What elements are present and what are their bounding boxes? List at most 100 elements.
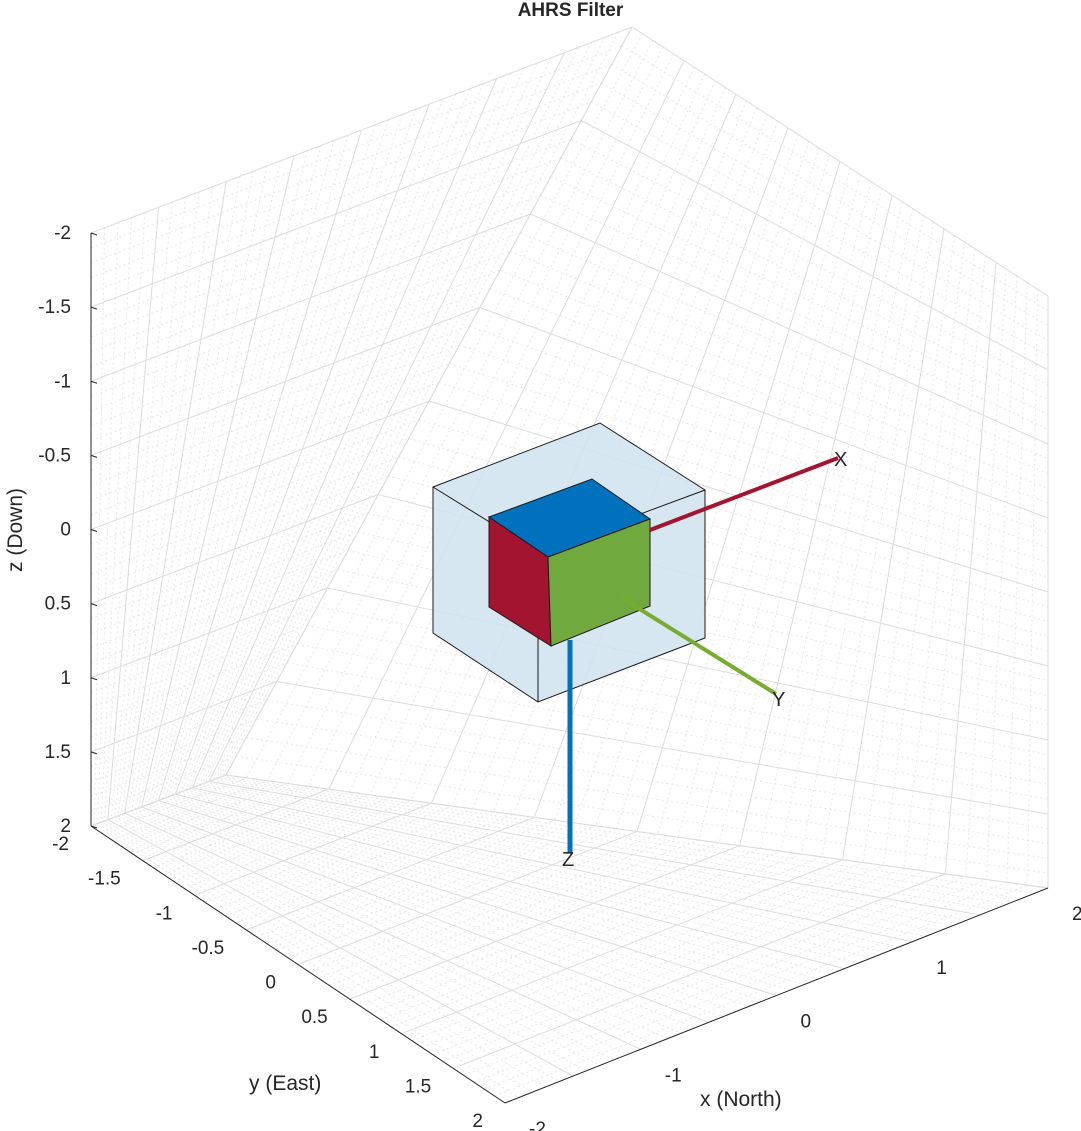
y-vector — [620, 596, 778, 696]
grid-line — [185, 88, 471, 791]
grid-line — [164, 119, 390, 799]
y-tick-label: -1.5 — [88, 869, 121, 890]
grid-line — [90, 82, 602, 278]
grid-line — [209, 780, 981, 916]
grid-line — [520, 232, 1049, 460]
body-vectors: X Y Z — [562, 449, 847, 871]
grid-line — [601, 82, 1049, 341]
grid-line — [182, 791, 872, 959]
grid-line — [540, 194, 1049, 430]
grid-line — [208, 52, 565, 782]
y-tick-label: -0.5 — [192, 938, 225, 959]
grid-line — [192, 787, 913, 943]
grid-line — [191, 78, 498, 788]
z-tick-label: 1 — [60, 668, 71, 689]
grid-line — [266, 40, 654, 781]
grid-line — [442, 870, 925, 1062]
grid-line — [924, 255, 987, 872]
grid-line — [472, 107, 758, 810]
grid-line — [90, 344, 460, 486]
grid-line — [90, 677, 98, 681]
z-tick-label: 0.5 — [45, 594, 71, 615]
grid-line — [965, 269, 1007, 877]
y-tick-label: -1 — [156, 903, 173, 924]
x-vector-label: X — [834, 449, 847, 471]
grid-line — [165, 797, 804, 986]
y-tick-label: 2 — [472, 1111, 483, 1131]
grid-line — [104, 820, 560, 1082]
x-tick-label: 1 — [936, 958, 947, 979]
grid-line — [158, 129, 362, 801]
grid-line — [225, 26, 633, 776]
grid-line — [90, 306, 98, 310]
grid-line — [90, 699, 267, 768]
grid-line — [120, 186, 214, 815]
y-vector-label: Y — [772, 689, 785, 711]
grid-line — [90, 454, 98, 458]
grid-line — [90, 751, 98, 755]
grid-line — [297, 831, 638, 965]
z-tick-label: -0.5 — [38, 445, 71, 466]
grid-line — [453, 873, 946, 1069]
grid-line — [154, 801, 764, 1002]
grid-line — [174, 104, 430, 795]
y-axis-label: y (East) — [249, 1072, 321, 1095]
y-tick-label: 1 — [369, 1042, 380, 1063]
grid-line — [438, 381, 1049, 578]
z-tick-label: 1.5 — [45, 742, 71, 763]
y-tick-label: 0 — [265, 973, 276, 994]
grid-line — [107, 207, 160, 820]
grid-line — [90, 437, 409, 560]
grid-line — [780, 208, 914, 852]
grid-line — [188, 83, 484, 790]
x-tick-label: -2 — [529, 1119, 546, 1131]
grid-line — [171, 109, 417, 796]
chart-title: AHRS Filter — [517, 0, 624, 21]
grid-line — [94, 824, 519, 1099]
grid-line — [985, 275, 1018, 880]
grid-line — [141, 155, 295, 807]
grid-line — [121, 814, 628, 1056]
x-tick-label: -1 — [665, 1065, 682, 1086]
grid-line — [90, 232, 521, 397]
grid-line — [718, 188, 883, 843]
grid-line — [90, 288, 491, 442]
grid-line — [389, 80, 716, 798]
z-tick-label: -2 — [54, 223, 71, 244]
grid-line — [90, 825, 98, 829]
grid-line — [101, 777, 247, 834]
grid-line — [739, 195, 893, 846]
grid-line — [198, 67, 525, 786]
grid-line — [504, 887, 1049, 1104]
grid-line — [110, 202, 173, 819]
x-axis-label: x (North) — [700, 1088, 782, 1111]
grid-line — [307, 53, 675, 787]
grid-line — [90, 825, 506, 1104]
z-tick-label: 0 — [60, 520, 71, 541]
grid-line — [204, 805, 453, 903]
grid-line — [90, 603, 98, 607]
grid-line — [198, 784, 940, 932]
grid-line — [842, 228, 945, 860]
grid-line — [90, 380, 98, 384]
grid-line — [451, 100, 747, 807]
grid-line — [1026, 289, 1039, 886]
grid-line — [188, 788, 899, 948]
grid-line — [307, 624, 1049, 771]
device-side-y-face — [547, 518, 651, 647]
grid-line — [215, 808, 473, 910]
grid-line — [90, 475, 389, 590]
axis-lines — [90, 232, 1049, 1104]
grid-line — [100, 821, 546, 1088]
grid-line — [90, 755, 237, 812]
y-tick-label: 0.5 — [301, 1007, 327, 1028]
grid-line — [554, 134, 799, 821]
grid-line — [132, 785, 309, 855]
grid-line — [124, 181, 227, 814]
grid-line — [411, 862, 864, 1042]
grid-line — [328, 60, 685, 790]
grid-line — [499, 269, 1049, 489]
grid-line — [175, 793, 845, 970]
tick-labels: -2-1.5-1-0.500.511.52-2-1.5-1-0.500.511.… — [38, 223, 1081, 1131]
grid-line — [90, 550, 348, 649]
